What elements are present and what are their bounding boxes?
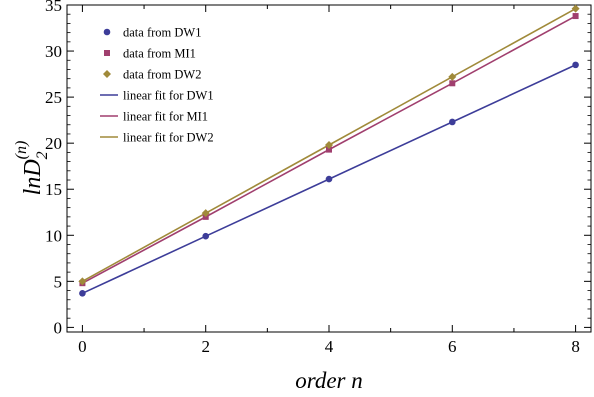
data-point [78, 277, 87, 286]
data-point [572, 61, 579, 69]
legend-label: linear fit for MI1 [123, 110, 208, 124]
y-tick-label: 20 [45, 134, 62, 153]
y-axis-title-subscript: 2 [34, 151, 51, 159]
x-tick-label: 0 [78, 337, 87, 356]
y-tick-label: 30 [45, 42, 62, 61]
data-point [326, 146, 332, 153]
data-point [325, 175, 333, 183]
data-point [448, 118, 456, 126]
points-layer [78, 4, 580, 297]
data-point [201, 209, 210, 218]
legend: data from DW1 data from MI1 data from DW2 l… [100, 26, 214, 145]
legend-marker [103, 28, 111, 36]
legend-label: linear fit for DW2 [123, 131, 214, 145]
legend-label: linear fit for DW1 [123, 89, 214, 103]
svg-text:lnD2(n): lnD2 (n) [13, 141, 51, 196]
legend-marker [103, 70, 111, 78]
x-axis-title: order n [295, 368, 363, 393]
y-axis-title-base: lnD [20, 159, 46, 195]
y-tick-label: 5 [54, 272, 63, 291]
y-tick-label: 15 [45, 180, 62, 199]
data-point [448, 72, 457, 81]
x-tick-label: 8 [571, 337, 580, 356]
legend-marker [104, 50, 110, 56]
legend-label: data from DW1 [123, 26, 201, 40]
y-tick-label: 0 [54, 318, 63, 337]
data-point [202, 232, 210, 240]
legend-label: data from DW2 [123, 68, 201, 82]
data-point [572, 13, 579, 20]
x-tick-label: 6 [448, 337, 457, 356]
legend-label: data from MI1 [123, 47, 196, 61]
y-axis-title: lnD2 (n) [13, 141, 51, 196]
data-point [571, 4, 580, 13]
x-tick-label: 4 [325, 337, 334, 356]
data-point [325, 141, 333, 150]
data-point [79, 290, 86, 297]
data-point [449, 80, 456, 87]
y-tick-label: 35 [45, 0, 62, 15]
y-tick-label: 10 [45, 226, 62, 245]
y-axis-title-superscript: (n) [13, 141, 30, 160]
x-tick-label: 2 [201, 337, 210, 356]
y-tick-label: 25 [45, 88, 62, 107]
